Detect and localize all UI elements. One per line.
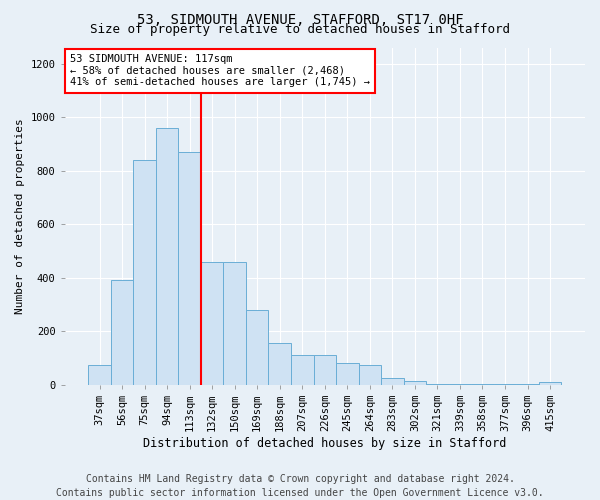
Bar (314, 356, 336, 385)
Bar (88, 365, 111, 385)
Bar (426, 384, 449, 385)
Bar (471, 384, 494, 385)
Text: Size of property relative to detached houses in Stafford: Size of property relative to detached ho… (90, 22, 510, 36)
X-axis label: Distribution of detached houses by size in Stafford: Distribution of detached houses by size … (143, 437, 506, 450)
Bar (268, 344, 291, 385)
Text: Contains HM Land Registry data © Crown copyright and database right 2024.
Contai: Contains HM Land Registry data © Crown c… (56, 474, 544, 498)
Bar (201, 262, 223, 385)
Y-axis label: Number of detached properties: Number of detached properties (15, 118, 25, 314)
Bar (516, 384, 539, 385)
Bar (404, 381, 426, 385)
Bar (291, 356, 314, 385)
Bar (156, 128, 178, 385)
Bar (359, 365, 381, 385)
Bar (133, 160, 156, 385)
Bar (381, 378, 404, 385)
Bar (178, 152, 201, 385)
Bar (539, 382, 562, 385)
Bar (223, 262, 246, 385)
Bar (246, 310, 268, 385)
Bar (111, 280, 133, 385)
Text: 53, SIDMOUTH AVENUE, STAFFORD, ST17 0HF: 53, SIDMOUTH AVENUE, STAFFORD, ST17 0HF (137, 12, 463, 26)
Bar (449, 384, 471, 385)
Bar (336, 364, 359, 385)
Bar (494, 384, 516, 385)
Text: 53 SIDMOUTH AVENUE: 117sqm
← 58% of detached houses are smaller (2,468)
41% of s: 53 SIDMOUTH AVENUE: 117sqm ← 58% of deta… (70, 54, 370, 88)
